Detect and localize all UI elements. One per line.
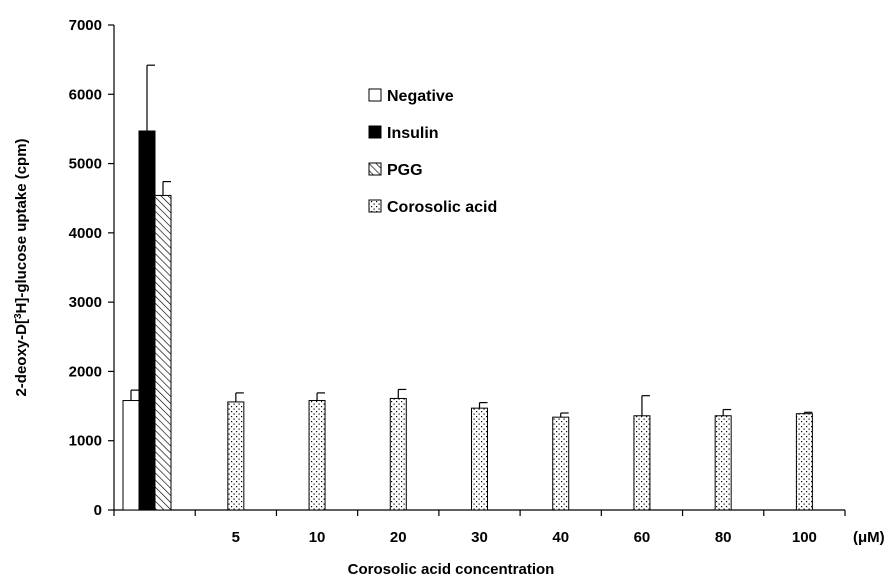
x-tick-label: 5 bbox=[232, 529, 240, 546]
bar-corosolic-acid bbox=[227, 401, 245, 511]
bar-corosolic-acid bbox=[714, 415, 732, 511]
bar-insulin bbox=[138, 130, 156, 511]
bar-pgg bbox=[154, 194, 172, 511]
legend-swatch bbox=[368, 125, 382, 139]
y-axis-title: 2-deoxy-D[3H]-glucose uptake (cpm) bbox=[13, 138, 31, 396]
x-tick-label: 10 bbox=[309, 529, 326, 546]
bar-corosolic-acid bbox=[795, 413, 813, 511]
y-tick-label: 1000 bbox=[69, 433, 102, 450]
bar-corosolic-acid bbox=[389, 397, 407, 511]
y-tick-label: 6000 bbox=[69, 86, 102, 103]
bar-corosolic-acid bbox=[633, 415, 651, 511]
legend-swatch bbox=[368, 162, 382, 176]
legend-label: Corosolic acid bbox=[387, 199, 497, 216]
y-tick-label: 2000 bbox=[69, 363, 102, 380]
x-tick-label: 20 bbox=[390, 529, 407, 546]
y-tick-label: 5000 bbox=[69, 156, 102, 173]
x-tick-label: 100 bbox=[792, 529, 817, 546]
x-tick-label: 80 bbox=[715, 529, 732, 546]
bar-corosolic-acid bbox=[308, 400, 326, 511]
x-tick-label: 40 bbox=[552, 529, 569, 546]
bar-negative bbox=[122, 400, 140, 511]
y-tick-label: 4000 bbox=[69, 225, 102, 242]
legend-label: Insulin bbox=[387, 125, 439, 142]
y-tick-label: 0 bbox=[94, 502, 102, 519]
y-tick-label: 3000 bbox=[69, 294, 102, 311]
x-unit-label: (μM) bbox=[853, 529, 885, 546]
legend-swatch bbox=[368, 88, 382, 102]
legend-swatch bbox=[368, 199, 382, 213]
x-axis-title: Corosolic acid concentration bbox=[348, 561, 555, 578]
x-tick-label: 60 bbox=[634, 529, 651, 546]
legend-label: Negative bbox=[387, 88, 454, 105]
x-tick-label: 30 bbox=[471, 529, 488, 546]
legend-label: PGG bbox=[387, 162, 423, 179]
y-tick-label: 7000 bbox=[69, 17, 102, 34]
bar-corosolic-acid bbox=[471, 407, 488, 511]
bar-corosolic-acid bbox=[552, 416, 570, 511]
